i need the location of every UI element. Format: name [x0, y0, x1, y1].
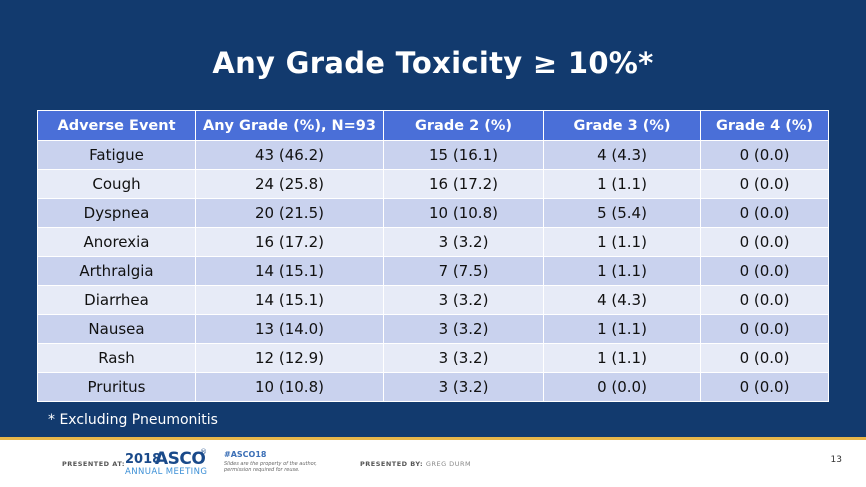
table-row: Nausea 13 (14.0) 3 (3.2) 1 (1.1) 0 (0.0): [37, 314, 829, 344]
cell-grade-3: 1 (1.1): [543, 227, 701, 257]
cell-event: Nausea: [37, 314, 196, 344]
slide-body: Any Grade Toxicity ≥ 10%* Adverse Event …: [0, 0, 866, 437]
presented-by-label: PRESENTED BY:: [360, 460, 424, 468]
table-row: Rash 12 (12.9) 3 (3.2) 1 (1.1) 0 (0.0): [37, 343, 829, 373]
asco-logo-year: 2018: [125, 452, 162, 467]
table-row: Pruritus 10 (10.8) 3 (3.2) 0 (0.0) 0 (0.…: [37, 372, 829, 402]
footer-divider: [0, 437, 866, 440]
slide-footer: PRESENTED AT: 2018 ASCO ® ANNUAL MEETING…: [0, 440, 866, 487]
cell-any-grade: 14 (15.1): [195, 285, 384, 315]
cell-any-grade: 43 (46.2): [195, 140, 384, 170]
cell-grade-4: 0 (0.0): [700, 169, 829, 199]
cell-grade-2: 16 (17.2): [383, 169, 544, 199]
header-adverse-event: Adverse Event: [37, 110, 196, 141]
cell-event: Rash: [37, 343, 196, 373]
cell-grade-3: 1 (1.1): [543, 169, 701, 199]
table-row: Fatigue 43 (46.2) 15 (16.1) 4 (4.3) 0 (0…: [37, 140, 829, 170]
asco-logo-meeting: ANNUAL MEETING: [125, 467, 208, 477]
cell-grade-2: 3 (3.2): [383, 314, 544, 344]
cell-grade-4: 0 (0.0): [700, 256, 829, 286]
cell-grade-3: 4 (4.3): [543, 285, 701, 315]
header-any-grade: Any Grade (%), N=93: [195, 110, 384, 141]
cell-any-grade: 24 (25.8): [195, 169, 384, 199]
cell-event: Fatigue: [37, 140, 196, 170]
cell-event: Cough: [37, 169, 196, 199]
cell-grade-4: 0 (0.0): [700, 285, 829, 315]
table-row: Dyspnea 20 (21.5) 10 (10.8) 5 (5.4) 0 (0…: [37, 198, 829, 228]
cell-any-grade: 12 (12.9): [195, 343, 384, 373]
header-grade-2: Grade 2 (%): [383, 110, 544, 141]
cell-grade-4: 0 (0.0): [700, 314, 829, 344]
hashtag: #ASCO18: [224, 450, 267, 459]
cell-grade-3: 1 (1.1): [543, 314, 701, 344]
cell-grade-4: 0 (0.0): [700, 140, 829, 170]
cell-grade-3: 1 (1.1): [543, 343, 701, 373]
cell-grade-2: 7 (7.5): [383, 256, 544, 286]
cell-grade-4: 0 (0.0): [700, 227, 829, 257]
cell-grade-2: 3 (3.2): [383, 372, 544, 402]
cell-grade-2: 3 (3.2): [383, 285, 544, 315]
cell-grade-3: 4 (4.3): [543, 140, 701, 170]
toxicity-table: Adverse Event Any Grade (%), N=93 Grade …: [37, 110, 829, 402]
presenter-name: GREG DURM: [425, 460, 472, 468]
cell-grade-3: 5 (5.4): [543, 198, 701, 228]
cell-any-grade: 10 (10.8): [195, 372, 384, 402]
slide-disclaimer: Slides are the property of the author, p…: [224, 461, 317, 473]
cell-any-grade: 14 (15.1): [195, 256, 384, 286]
table-row: Diarrhea 14 (15.1) 3 (3.2) 4 (4.3) 0 (0.…: [37, 285, 829, 315]
page-number: 13: [830, 455, 842, 465]
cell-grade-2: 3 (3.2): [383, 343, 544, 373]
cell-grade-3: 0 (0.0): [543, 372, 701, 402]
header-grade-3: Grade 3 (%): [543, 110, 701, 141]
registered-mark: ®: [200, 448, 207, 456]
table-row: Cough 24 (25.8) 16 (17.2) 1 (1.1) 0 (0.0…: [37, 169, 829, 199]
cell-grade-3: 1 (1.1): [543, 256, 701, 286]
cell-grade-2: 15 (16.1): [383, 140, 544, 170]
table-header-row: Adverse Event Any Grade (%), N=93 Grade …: [37, 110, 829, 141]
cell-grade-4: 0 (0.0): [700, 198, 829, 228]
cell-event: Pruritus: [37, 372, 196, 402]
cell-event: Dyspnea: [37, 198, 196, 228]
cell-any-grade: 20 (21.5): [195, 198, 384, 228]
cell-any-grade: 16 (17.2): [195, 227, 384, 257]
slide-title: Any Grade Toxicity ≥ 10%*: [212, 46, 654, 80]
table-row: Arthralgia 14 (15.1) 7 (7.5) 1 (1.1) 0 (…: [37, 256, 829, 286]
cell-event: Diarrhea: [37, 285, 196, 315]
cell-grade-2: 10 (10.8): [383, 198, 544, 228]
footnote: * Excluding Pneumonitis: [48, 412, 218, 428]
cell-grade-4: 0 (0.0): [700, 343, 829, 373]
cell-any-grade: 13 (14.0): [195, 314, 384, 344]
header-grade-4: Grade 4 (%): [700, 110, 829, 141]
presented-at-label: PRESENTED AT:: [62, 460, 126, 468]
cell-grade-2: 3 (3.2): [383, 227, 544, 257]
cell-event: Arthralgia: [37, 256, 196, 286]
table-row: Anorexia 16 (17.2) 3 (3.2) 1 (1.1) 0 (0.…: [37, 227, 829, 257]
cell-event: Anorexia: [37, 227, 196, 257]
asco-logo-name: ASCO: [155, 449, 206, 469]
cell-grade-4: 0 (0.0): [700, 372, 829, 402]
presented-by: PRESENTED BY: GREG DURM: [360, 460, 471, 468]
